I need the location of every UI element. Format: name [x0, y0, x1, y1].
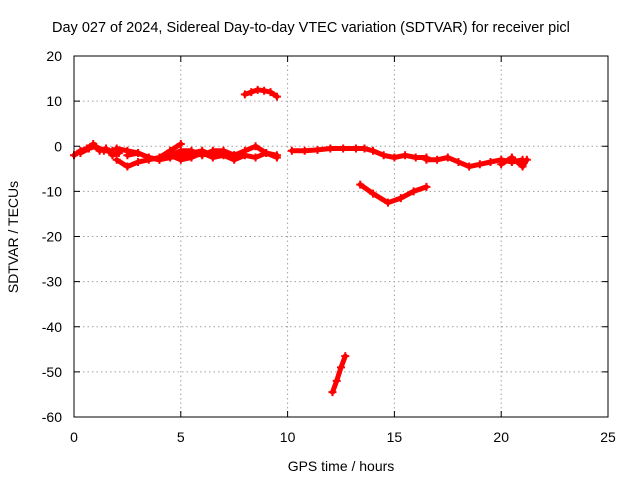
chart-title: Day 027 of 2024, Sidereal Day-to-day VTE… — [52, 20, 570, 36]
x-tick-label: 0 — [70, 429, 78, 445]
data-segment-10 — [498, 155, 530, 170]
y-tick-label: -10 — [42, 183, 62, 199]
y-tick-label: 10 — [46, 93, 62, 109]
data-point — [396, 194, 405, 203]
data-point — [300, 146, 309, 155]
data-point — [341, 352, 350, 361]
data-point — [339, 144, 348, 153]
data-point — [360, 144, 369, 153]
data-point — [251, 153, 260, 162]
data-point — [166, 151, 175, 160]
y-tick-label: -40 — [42, 319, 62, 335]
data-point — [144, 153, 153, 162]
data-point — [328, 388, 337, 397]
data-point — [422, 155, 431, 164]
data-point — [240, 90, 249, 99]
data-point — [272, 92, 281, 101]
data-point — [176, 155, 185, 164]
data-point — [112, 144, 121, 153]
data-point — [260, 86, 269, 95]
data-point — [443, 153, 452, 162]
data-point — [313, 145, 322, 154]
data-point — [176, 139, 185, 148]
data-point — [465, 162, 474, 171]
data-point — [134, 158, 143, 167]
data-point — [422, 182, 431, 191]
data-segment-12 — [330, 353, 348, 395]
data-point — [262, 149, 271, 158]
data-point — [84, 144, 93, 153]
data-point — [272, 151, 281, 160]
y-tick-label: -20 — [42, 229, 62, 245]
data-point — [383, 198, 392, 207]
data-point — [247, 88, 256, 97]
y-tick-label: 0 — [54, 138, 62, 154]
data-point — [401, 151, 410, 160]
data-point — [497, 160, 506, 169]
data-point — [486, 158, 495, 167]
data-point — [454, 158, 463, 167]
data-point — [230, 155, 239, 164]
y-tick-label: -50 — [42, 364, 62, 380]
data-point — [409, 187, 418, 196]
data-point — [326, 144, 335, 153]
data-point — [507, 153, 516, 162]
data-point — [240, 151, 249, 160]
y-axis-label: SDTVAR / TECUs — [5, 181, 21, 293]
data-point — [134, 149, 143, 158]
data-point — [99, 146, 108, 155]
data-point — [379, 151, 388, 160]
axis-ticks: 0 5 10 15 20 25 20 10 0 -10 -20 -30 -40 -50 -60 — [42, 48, 616, 445]
y-tick-label: -30 — [42, 274, 62, 290]
data-point — [198, 149, 207, 158]
data-point — [219, 151, 228, 160]
data-point — [369, 189, 378, 198]
data-point — [155, 155, 164, 164]
data-point — [123, 162, 132, 171]
data-point — [251, 142, 260, 151]
x-axis-label: GPS time / hours — [288, 458, 395, 474]
x-tick-label: 5 — [177, 429, 185, 445]
data-point — [337, 363, 345, 372]
data-point — [108, 146, 117, 155]
data-point — [91, 142, 100, 151]
data-point — [522, 155, 531, 164]
data-point — [351, 144, 360, 153]
data-point — [266, 88, 275, 97]
data-point — [76, 149, 85, 158]
data-series — [70, 85, 531, 397]
x-tick-label: 10 — [280, 429, 296, 445]
data-point — [390, 153, 399, 162]
y-tick-label: -60 — [42, 409, 62, 425]
data-point — [208, 153, 217, 162]
data-point — [518, 162, 527, 171]
data-point — [356, 180, 365, 189]
data-point — [411, 153, 420, 162]
data-point — [332, 376, 341, 385]
data-point — [433, 155, 442, 164]
x-tick-label: 15 — [387, 429, 403, 445]
x-tick-label: 20 — [493, 429, 509, 445]
data-point — [475, 160, 484, 169]
data-point — [187, 153, 196, 162]
y-tick-label: 20 — [46, 48, 62, 64]
data-point — [123, 151, 132, 160]
data-point — [287, 146, 296, 155]
data-point — [369, 146, 378, 155]
x-tick-label: 25 — [600, 429, 616, 445]
data-point — [112, 155, 121, 164]
